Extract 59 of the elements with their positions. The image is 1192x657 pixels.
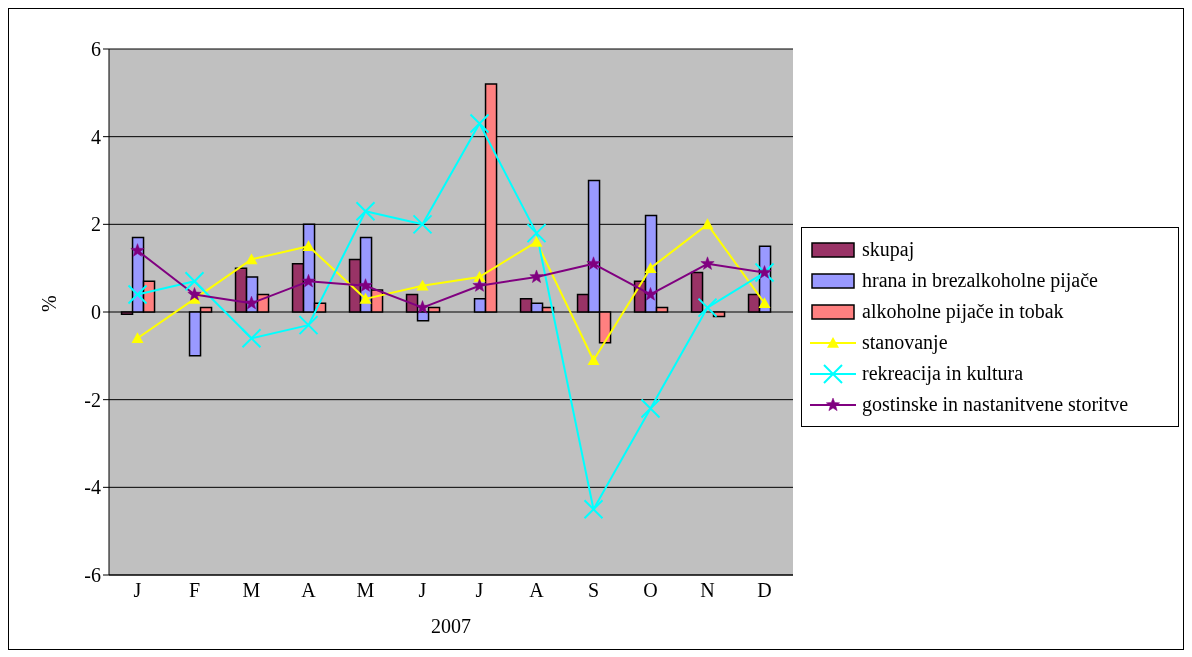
y-tick-label: 2 (91, 213, 101, 236)
point (529, 269, 544, 283)
legend-label: hrana in brezalkoholne pijače (862, 269, 1098, 292)
legend-label: rekreacija in kultura (862, 362, 1024, 385)
x-tick-label: O (643, 579, 658, 602)
point (245, 253, 258, 265)
x-tick-label: J (418, 579, 427, 602)
point (758, 297, 771, 309)
x-tick-label: S (587, 579, 600, 602)
point (472, 278, 487, 292)
y-tick-label: -2 (84, 388, 101, 411)
x-tick-label: F (188, 579, 201, 602)
point (415, 300, 430, 314)
point (644, 262, 657, 273)
legend-label: skupaj (862, 238, 915, 261)
point (131, 332, 144, 344)
point (241, 328, 262, 349)
x-tick-label: D (757, 579, 772, 602)
point (355, 201, 376, 222)
x-tick-label: N (700, 579, 715, 602)
point (526, 223, 547, 244)
point (587, 354, 600, 366)
point (700, 256, 715, 270)
point (643, 287, 658, 301)
point (301, 274, 316, 288)
point (359, 292, 372, 304)
point (530, 235, 543, 247)
point (130, 243, 145, 257)
point (697, 297, 718, 318)
point (298, 315, 319, 336)
legend-label: gostinske in nastanitvene storitve (862, 393, 1129, 416)
point (187, 287, 202, 301)
y-tick-label: 0 (91, 301, 101, 324)
y-tick-label: -4 (84, 476, 101, 499)
y-axis-title: % (38, 295, 61, 312)
point (586, 256, 601, 270)
y-tick-label: -6 (84, 564, 101, 587)
x-tick-label: A (301, 579, 317, 602)
point (640, 398, 661, 419)
x-tick-label: J (133, 579, 142, 602)
x-tick-label: A (529, 579, 545, 602)
point (412, 214, 433, 235)
legend-label: stanovanje (862, 331, 948, 354)
point (184, 271, 205, 292)
y-tick-label: 6 (91, 38, 101, 61)
point (416, 279, 429, 291)
point (583, 499, 604, 520)
x-tick-label: M (242, 579, 261, 602)
x-axis-title: 2007 (431, 615, 471, 637)
point (302, 240, 315, 252)
point (469, 113, 490, 134)
point (127, 284, 148, 305)
point (701, 218, 714, 230)
x-tick-label: J (475, 579, 484, 602)
y-tick-label: 4 (91, 125, 101, 148)
legend-label: alkoholne pijače in tobak (862, 300, 1064, 323)
x-tick-label: M (356, 579, 375, 602)
point (244, 295, 259, 310)
point (358, 278, 373, 292)
